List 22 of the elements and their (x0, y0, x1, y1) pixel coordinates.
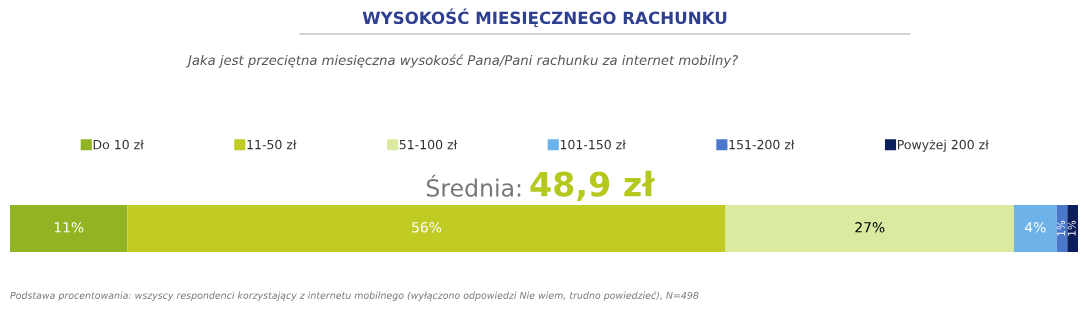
data-label: 1% (1067, 220, 1076, 236)
data-label: 56% (412, 222, 442, 233)
data-label: 4% (1024, 222, 1046, 233)
bar (1067, 205, 1078, 252)
bar (725, 205, 1014, 252)
bar (1013, 205, 1057, 252)
legend-label: Do 10 zł (93, 139, 144, 150)
legend-label: 101-150 zł (560, 139, 626, 150)
text: 48,9 zł (530, 170, 656, 201)
data-label: 27% (855, 222, 885, 233)
bar (127, 205, 726, 252)
chart-subtitle: Jaka jest przeciętna miesięczna wysokość Pana/Pani rachunku za internet mobilny? (185, 54, 738, 68)
bar (10, 205, 128, 252)
data-label: 1% (1057, 220, 1065, 236)
legend-label: 11-50 zł (247, 139, 297, 150)
text: Średnia: (426, 174, 521, 197)
chart-title: WYSOKOŚĆ MIESIĘCZNEGO RACHUNKU (362, 8, 727, 28)
data-label: 11% (54, 222, 84, 233)
text: Podstawa procentowania: wszyscy respondenci korzystający z internetu mobilnego (wyłączono odpowiedzi Nie wiem, trudno powiedzieć), N=498 (10, 291, 699, 301)
legend-label: 51-100 zł (399, 139, 458, 150)
legend-label: Powyżej 200 zł (897, 139, 989, 152)
legend-label: 151-200 zł (729, 139, 795, 150)
